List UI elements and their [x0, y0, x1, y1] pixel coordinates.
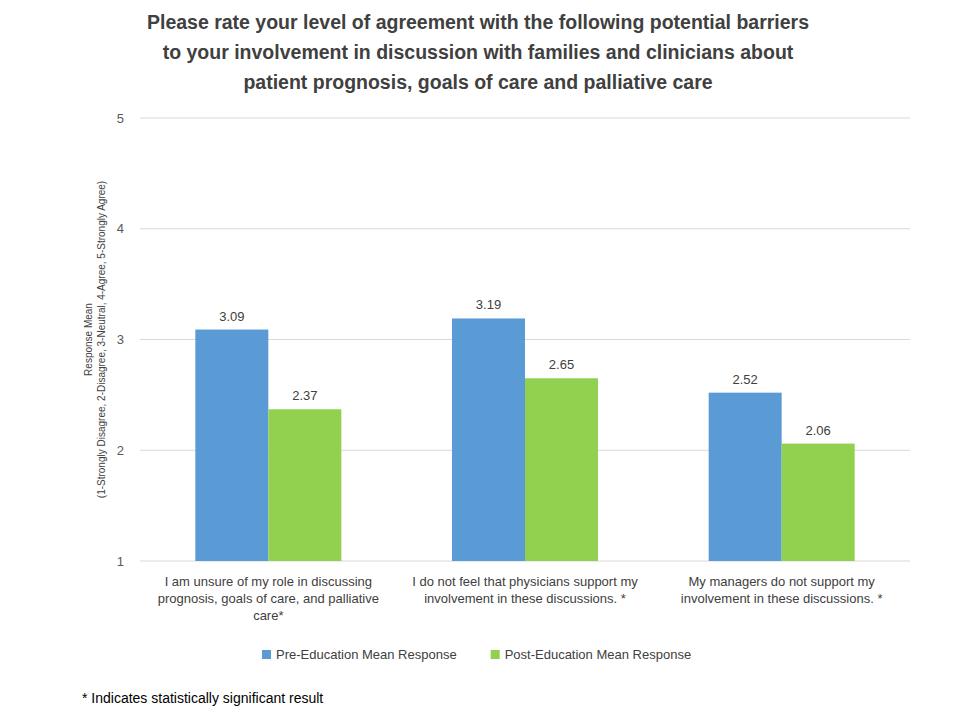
title-line: Please rate your level of agreement with… [147, 11, 809, 33]
y-tick-label: 4 [117, 221, 124, 236]
data-label: 3.19 [476, 297, 501, 312]
bar [709, 393, 782, 561]
title-line: to your involvement in discussion with f… [163, 41, 794, 63]
bar [268, 409, 341, 561]
category-label-line: involvement in these discussions. * [424, 591, 626, 606]
data-label: 2.52 [733, 372, 758, 387]
legend-swatch [491, 650, 500, 659]
title-line: patient prognosis, goals of care and pal… [243, 71, 712, 93]
category-label-line: involvement in these discussions. * [681, 591, 883, 606]
y-tick-label: 2 [117, 443, 124, 458]
data-label: 2.06 [806, 423, 831, 438]
category-label-line: I do not feel that physicians support my [412, 574, 638, 589]
y-axis-label-line: Response Mean [83, 303, 94, 376]
legend-label: Post-Education Mean Response [505, 647, 691, 662]
grid-line [140, 228, 910, 229]
bar [525, 378, 598, 561]
category-label-line: care* [253, 608, 283, 623]
annotation: * Indicates statistically significant re… [82, 690, 323, 706]
y-tick-label: 3 [117, 332, 124, 347]
title: Please rate your level of agreement with… [147, 11, 809, 93]
grid-line [140, 118, 910, 119]
category-label-line: My managers do not support my [688, 574, 875, 589]
category-label-line: prognosis, goals of care, and palliative [158, 591, 379, 606]
bars [195, 318, 854, 561]
bar [452, 318, 525, 561]
legend-swatch [262, 650, 271, 659]
category-label: I do not feel that physicians support my… [412, 574, 638, 606]
legend: Pre-Education Mean Response Post-Educatio… [262, 647, 691, 662]
y-tick-label: 1 [117, 554, 124, 569]
category-label: My managers do not support my involvement… [681, 574, 883, 606]
category-label-line: I am unsure of my role in discussing [165, 574, 372, 589]
data-label: 3.09 [219, 309, 244, 324]
category-label: I am unsure of my role in discussing prog… [158, 574, 379, 623]
bar [195, 330, 268, 561]
data-label: 2.37 [292, 388, 317, 403]
data-labels: 3.09 2.37 3.19 2.65 2.52 2.06 [219, 297, 831, 437]
legend-label: Pre-Education Mean Response [276, 647, 457, 662]
y-axis-label: Response Mean(1-Strongly Disagree, 2-Dis… [83, 181, 107, 498]
data-label: 2.65 [549, 357, 574, 372]
y-axis-label-line: (1-Strongly Disagree, 2-Disagree, 3-Neut… [96, 181, 107, 498]
bar [782, 444, 855, 561]
y-tick-label: 5 [117, 111, 124, 126]
